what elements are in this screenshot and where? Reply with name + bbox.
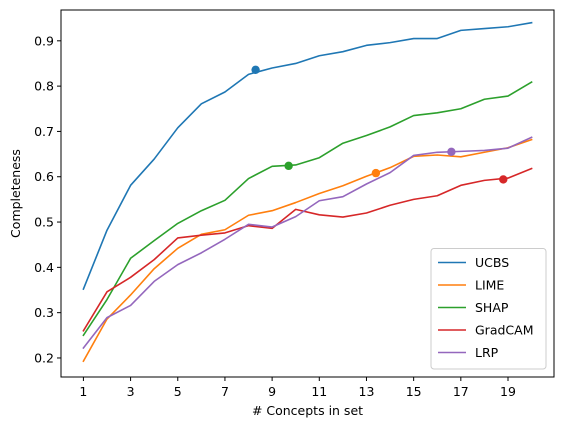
x-tick-label: 1 — [79, 384, 87, 399]
y-tick-label: 0.4 — [34, 260, 54, 275]
legend-box — [430, 248, 547, 370]
legend-label-lrp: LRP — [475, 345, 499, 360]
x-tick-label: 3 — [127, 384, 135, 399]
y-axis: 0.2 0.3 0.4 0.5 0.6 0.7 0.8 0.9 — [34, 33, 61, 365]
plot-frame — [60, 9, 555, 378]
y-tick-label: 0.8 — [34, 79, 54, 94]
x-tick-label: 5 — [174, 384, 182, 399]
x-tick-label: 7 — [221, 384, 229, 399]
plot-lines — [82, 21, 533, 363]
x-tick-label: 15 — [406, 384, 422, 399]
series-marker-gradcam — [499, 175, 508, 184]
y-tick-label: 0.2 — [34, 350, 54, 365]
legend: UCBS LIME SHAP GradCAM LRP — [430, 248, 547, 370]
series-marker-ucbs — [251, 65, 260, 75]
series-line-gradcam — [82, 167, 533, 332]
y-axis-label: Completeness — [8, 149, 23, 238]
legend-label-lime: LIME — [475, 278, 504, 293]
x-tick-label: 11 — [311, 384, 327, 399]
x-tick-label: 17 — [453, 384, 469, 399]
series-line-lime — [82, 138, 533, 363]
x-tick-label: 13 — [359, 384, 375, 399]
y-tick-label: 0.6 — [34, 169, 54, 184]
series-line-shap — [82, 80, 533, 337]
y-tick-label: 0.5 — [34, 215, 54, 230]
y-tick-label: 0.9 — [34, 33, 54, 48]
x-tick-label: 9 — [268, 384, 276, 399]
x-axis-label: # Concepts in set — [252, 403, 363, 418]
y-tick-label: 0.7 — [34, 124, 54, 139]
series-marker-lime — [371, 168, 381, 178]
series-line-ucbs — [82, 21, 533, 291]
plot-markers — [251, 65, 508, 184]
x-tick-label: 19 — [500, 384, 516, 399]
legend-label-ucbs: UCBS — [475, 255, 509, 270]
y-tick-label: 0.3 — [34, 305, 54, 320]
series-marker-lrp — [447, 147, 456, 157]
series-line-lrp — [82, 136, 533, 350]
series-marker-shap — [284, 161, 293, 171]
legend-label-shap: SHAP — [475, 300, 509, 315]
x-axis: 1 3 5 7 9 11 13 15 17 19 — [79, 377, 516, 399]
legend-label-gradcam: GradCAM — [475, 323, 533, 338]
